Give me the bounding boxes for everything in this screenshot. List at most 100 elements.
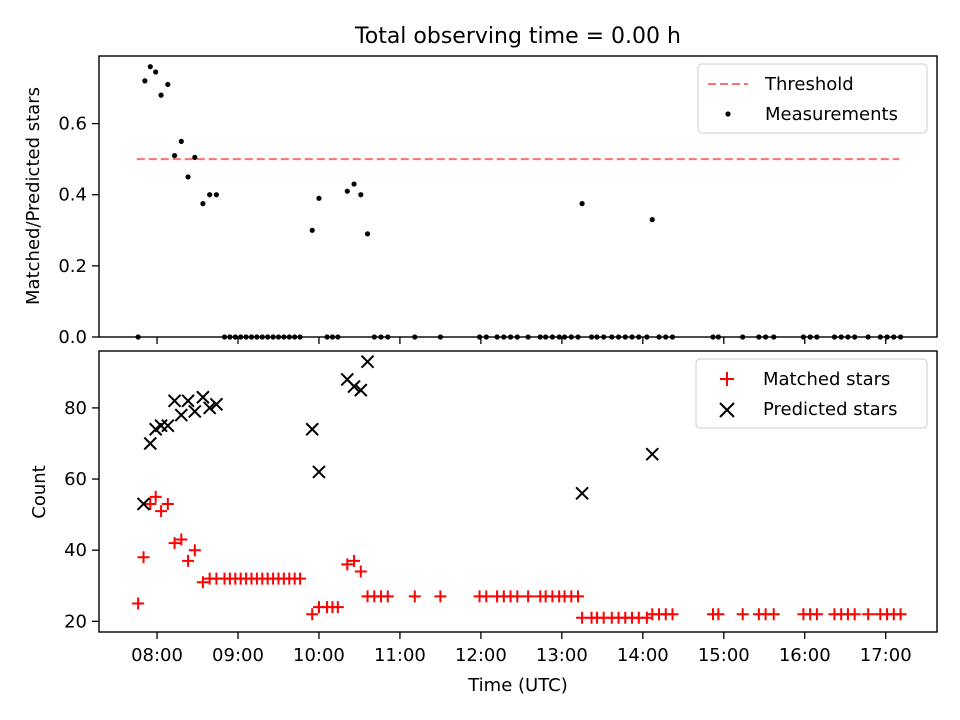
matched-stars-point [294, 572, 307, 585]
y-tick-label: 0.0 [58, 327, 87, 348]
predicted-stars-point [354, 383, 368, 397]
predicted-stars-point [575, 486, 589, 500]
predicted-stars-point [360, 354, 375, 369]
matched-stars-point [348, 554, 361, 567]
measurement-point [158, 92, 164, 98]
measurement-point [147, 64, 153, 70]
matched-stars-point [132, 597, 145, 610]
measurements-legend-label: Measurements [765, 104, 898, 125]
measurement-point [351, 181, 357, 187]
measurement-point [192, 154, 198, 160]
x-tick-label: 10:00 [293, 645, 345, 666]
threshold-legend-label: Threshold [764, 74, 854, 95]
x-tick-label: 17:00 [860, 645, 912, 666]
matched-stars-point [175, 533, 188, 546]
x-tick-label: 15:00 [698, 645, 750, 666]
measurement-point [178, 138, 184, 144]
measurements-legend-icon [725, 111, 731, 117]
predicted-stars-point [347, 379, 361, 394]
predicted-stars-point [312, 465, 326, 479]
measurement-point [364, 231, 371, 237]
y-tick-label: 40 [64, 540, 87, 561]
predicted-stars-point [209, 397, 224, 412]
measurement-point [185, 174, 191, 180]
x-axis-label: Time (UTC) [467, 675, 568, 696]
matched-stars-point [408, 590, 421, 603]
matched-stars-point [137, 551, 150, 564]
matched-stars-point [736, 608, 749, 621]
predicted-stars-point [174, 408, 189, 422]
y-tick-label: 60 [64, 469, 87, 490]
matched-stars-point [666, 608, 679, 621]
matched-stars-point [894, 608, 907, 621]
matched-stars-legend-icon [720, 372, 734, 386]
bottom-legend: Matched stars Predicted stars [695, 358, 928, 429]
top-legend-box [697, 63, 928, 134]
matched-stars-point [341, 558, 354, 571]
bottom-plot-frame [98, 350, 938, 633]
matched-stars-point [862, 608, 875, 621]
matched-stars-point [182, 554, 195, 567]
matched-stars-point [434, 590, 447, 603]
figure-title: Total observing time = 0.00 h [354, 24, 681, 49]
x-tick-label: 16:00 [779, 645, 831, 666]
matched-stars-point [196, 576, 209, 589]
predicted-stars-point [143, 436, 157, 451]
measurement-point [142, 78, 148, 84]
matched-stars-point [712, 608, 725, 621]
bottom-plot-panel: 20 40 60 80 08:00 09:00 10:00 11:00 12:00 13:00 14… [29, 350, 938, 696]
matched-stars-point [188, 544, 201, 557]
matched-stars-point [144, 497, 157, 510]
top-plot-axes: 0.0 0.2 0.4 0.6 [58, 114, 887, 348]
predicted-stars-point [196, 390, 210, 404]
measurement-point [200, 201, 206, 207]
x-tick-label: 09:00 [212, 645, 264, 666]
x-tick-label: 11:00 [374, 645, 426, 666]
matched-stars-point [572, 590, 585, 603]
y-tick-label: 80 [64, 398, 87, 419]
bottom-y-axis-label: Count [29, 465, 50, 518]
measurement-point [316, 195, 322, 201]
x-tick-label: 14:00 [617, 645, 669, 666]
predicted-stars-legend-icon [719, 402, 735, 418]
predicted-stars-point [188, 404, 202, 419]
predicted-stars-point [161, 418, 175, 433]
matched-stars-point [168, 537, 181, 550]
measurement-point [213, 192, 220, 198]
matched-stars-point [331, 601, 344, 614]
matched-stars-point [155, 505, 168, 518]
measurement-point [171, 152, 178, 159]
matched-stars-legend-label: Matched stars [763, 369, 890, 390]
matched-stars-point [810, 608, 823, 621]
measurement-point [358, 192, 364, 198]
bottom-plot-axes: 20 40 60 80 08:00 09:00 10:00 11:00 12:00 13:00 14… [64, 398, 912, 666]
matched-stars-point [354, 565, 367, 578]
predicted-stars-point [181, 394, 195, 408]
matched-stars-point [381, 590, 394, 603]
matched-stars-point [161, 497, 174, 510]
measurement-point [165, 81, 171, 88]
y-tick-label: 0.6 [58, 114, 87, 135]
predicted-stars-point [645, 447, 659, 461]
x-tick-label: 08:00 [131, 645, 183, 666]
predicted-stars-legend-label: Predicted stars [763, 399, 897, 420]
matched-stars-point [522, 590, 535, 603]
top-legend: Threshold Measurements [697, 63, 928, 134]
matched-stars-point [480, 590, 493, 603]
predicted-stars-point [167, 394, 182, 408]
x-tick-label: 12:00 [455, 645, 507, 666]
y-tick-label: 0.4 [58, 185, 87, 206]
top-y-axis-label: Matched/Predicted stars [23, 87, 44, 305]
matched-stars-point [149, 490, 162, 503]
matched-stars-point [306, 608, 319, 621]
matched-stars-point [767, 608, 780, 621]
bottom-legend-box [695, 358, 928, 429]
measurement-point [153, 69, 159, 75]
matched-stars-point [848, 608, 861, 621]
measurement-point [207, 192, 213, 198]
y-tick-label: 0.2 [58, 256, 87, 277]
top-plot-panel: 0.0 0.2 0.4 0.6 Matched/Predicted stars Thr… [23, 55, 938, 348]
y-tick-label: 20 [64, 611, 87, 632]
predicted-stars-point [202, 401, 217, 415]
